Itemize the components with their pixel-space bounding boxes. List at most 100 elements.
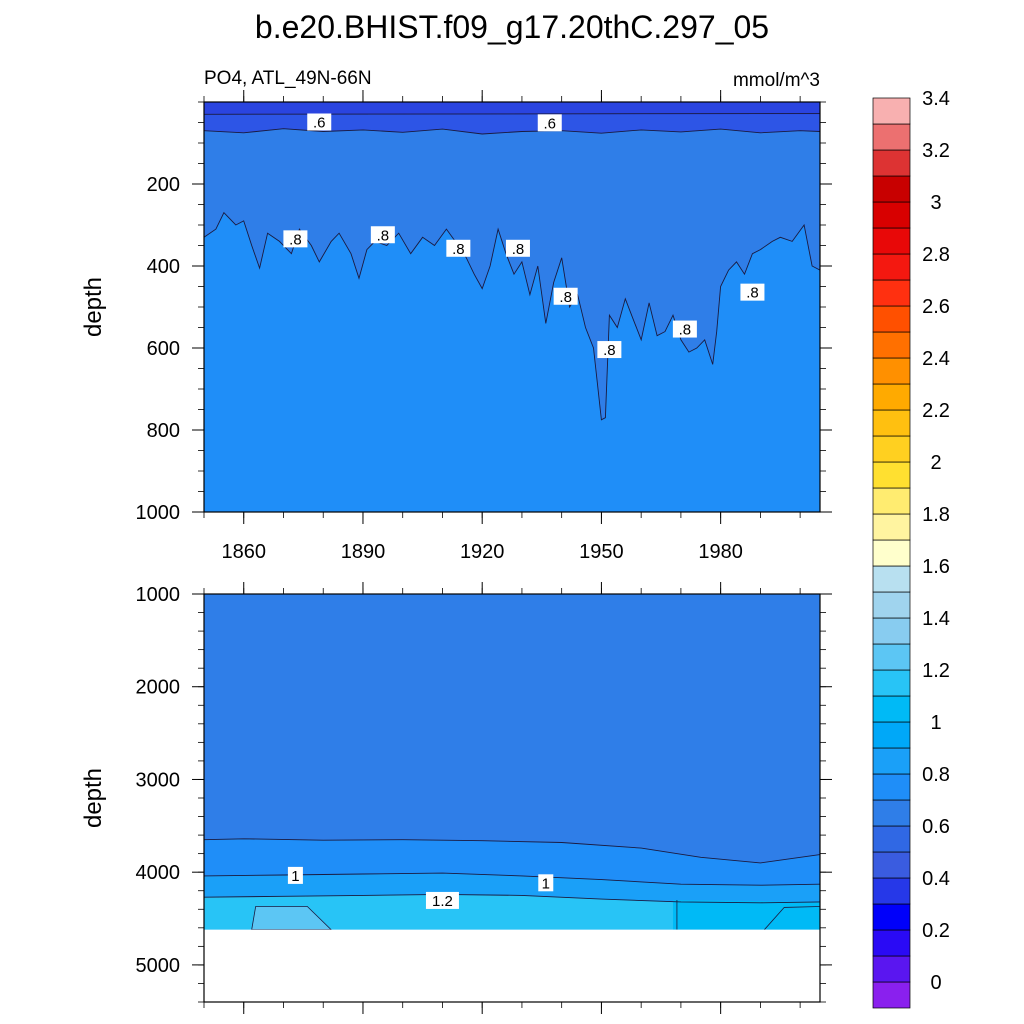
y-tick-label: 600 <box>147 338 180 360</box>
colorbar-label: 2 <box>930 452 941 474</box>
colorbar-cell <box>872 305 911 333</box>
contour-line <box>203 113 821 115</box>
colorbar-cell <box>872 149 911 177</box>
colorbar-cell <box>872 383 911 411</box>
colorbar-cell <box>872 591 911 619</box>
x-tick-label: 1860 <box>221 541 266 563</box>
y-tick-label: 2000 <box>136 677 181 699</box>
colorbar-label: 0.4 <box>922 868 950 890</box>
colorbar-cell <box>872 903 911 931</box>
colorbar-cell <box>872 331 911 359</box>
colorbar: 0 0.2 0.4 0.6 0.8 1 1.2 1.4 1.6 1.8 2 2.2 2.4 2.6 2.8 3… <box>872 88 950 1009</box>
colorbar-label: 0 <box>930 972 941 994</box>
contour-label: .8 <box>446 239 471 258</box>
svg-text:.8: .8 <box>289 231 302 248</box>
y-tick-label: 3000 <box>136 769 181 791</box>
y-tick-label: 4000 <box>136 862 181 884</box>
y-tick-label: 5000 <box>136 955 181 977</box>
colorbar-label: 2.4 <box>922 348 950 370</box>
contour-label: .8 <box>283 230 308 248</box>
y-tick-label: 1000 <box>136 584 181 606</box>
colorbar-cell <box>872 877 911 905</box>
top-panel: .6 .6 .8 .8 .8 .8 .8 .8 .8 .8 200 400 600 800 1000 1860… <box>136 90 832 563</box>
colorbar-cell <box>872 539 911 567</box>
contour-label: .6 <box>307 113 332 132</box>
colorbar-cell <box>872 929 911 957</box>
svg-text:1.2: 1.2 <box>432 893 453 910</box>
colorbar-cell <box>872 617 911 645</box>
svg-text:.8: .8 <box>746 285 759 302</box>
colorbar-cell <box>872 487 911 515</box>
y-tick-label: 400 <box>147 256 180 278</box>
colorbar-cell <box>872 669 911 697</box>
svg-text:.8: .8 <box>452 241 465 258</box>
y-tick-label: 200 <box>147 174 180 196</box>
contour-band-deep <box>672 900 820 930</box>
contour-band <box>204 212 820 512</box>
x-tick-label: 1890 <box>341 541 386 563</box>
contour-label: .8 <box>370 226 395 244</box>
bottom-ylabel: depth <box>80 768 107 828</box>
y-tick-label: 1000 <box>136 502 181 524</box>
colorbar-cell <box>872 825 911 853</box>
colorbar-cell <box>872 695 911 723</box>
contour-line <box>203 893 821 904</box>
svg-text:1: 1 <box>291 868 299 885</box>
contour-label: .8 <box>672 320 697 339</box>
contour-label: .6 <box>537 114 562 132</box>
contour-line <box>203 211 821 421</box>
colorbar-cell <box>872 851 911 879</box>
top-ylabel: depth <box>80 277 107 337</box>
contour-label: 1 <box>287 866 303 885</box>
svg-text:.8: .8 <box>603 342 616 359</box>
contour-line <box>203 872 821 886</box>
contour-line <box>203 128 821 135</box>
y-tick-label: 800 <box>147 420 180 442</box>
svg-text:.8: .8 <box>679 322 692 339</box>
svg-text:.8: .8 <box>377 227 390 244</box>
colorbar-cell <box>872 201 911 229</box>
surface-band <box>204 102 820 115</box>
x-tick-label: 1980 <box>698 541 743 563</box>
colorbar-cell <box>872 279 911 307</box>
colorbar-cell <box>872 253 911 281</box>
colorbar-label: 2.8 <box>922 244 950 266</box>
svg-text:.6: .6 <box>313 115 326 132</box>
colorbar-cell <box>872 461 911 489</box>
svg-text:.6: .6 <box>543 115 556 132</box>
colorbar-cell <box>872 643 911 671</box>
colorbar-label: 1.4 <box>922 608 950 630</box>
colorbar-label: 1.6 <box>922 556 950 578</box>
contour-label: 1 <box>538 874 554 892</box>
colorbar-cell <box>872 565 911 593</box>
colorbar-cell <box>872 773 911 801</box>
colorbar-cell <box>872 97 911 125</box>
colorbar-label: 2.2 <box>922 400 950 422</box>
contour-label: .8 <box>553 287 578 306</box>
colorbar-label: 1 <box>930 712 941 734</box>
chart-title: b.e20.BHIST.f09_g17.20thC.297_05 <box>255 9 769 45</box>
colorbar-label: 3.4 <box>922 88 950 110</box>
colorbar-cell <box>872 175 911 203</box>
contour-line <box>203 838 821 864</box>
seafloor-mask <box>204 929 820 1002</box>
colorbar-cell <box>872 227 911 255</box>
contour-label: 1.2 <box>425 891 459 910</box>
colorbar-cell <box>872 747 911 775</box>
svg-text:.8: .8 <box>559 289 572 306</box>
contour-label: .8 <box>505 239 530 258</box>
colorbar-label: 2.6 <box>922 296 950 318</box>
x-tick-label: 1920 <box>460 541 505 563</box>
colorbar-label: 1.8 <box>922 504 950 526</box>
colorbar-cell <box>872 721 911 749</box>
contour-label: .8 <box>597 341 622 359</box>
contour-line <box>764 906 821 930</box>
bottom-panel: 1 1 1.2 1000 2000 3000 4000 5000 <box>136 582 832 1014</box>
colorbar-cell <box>872 435 911 463</box>
variable-label: PO4, ATL_49N-66N <box>204 68 372 89</box>
units-label: mmol/m^3 <box>733 70 820 91</box>
colorbar-cell <box>872 123 911 151</box>
colorbar-cell <box>872 955 911 983</box>
colorbar-label: 0.6 <box>922 816 950 838</box>
